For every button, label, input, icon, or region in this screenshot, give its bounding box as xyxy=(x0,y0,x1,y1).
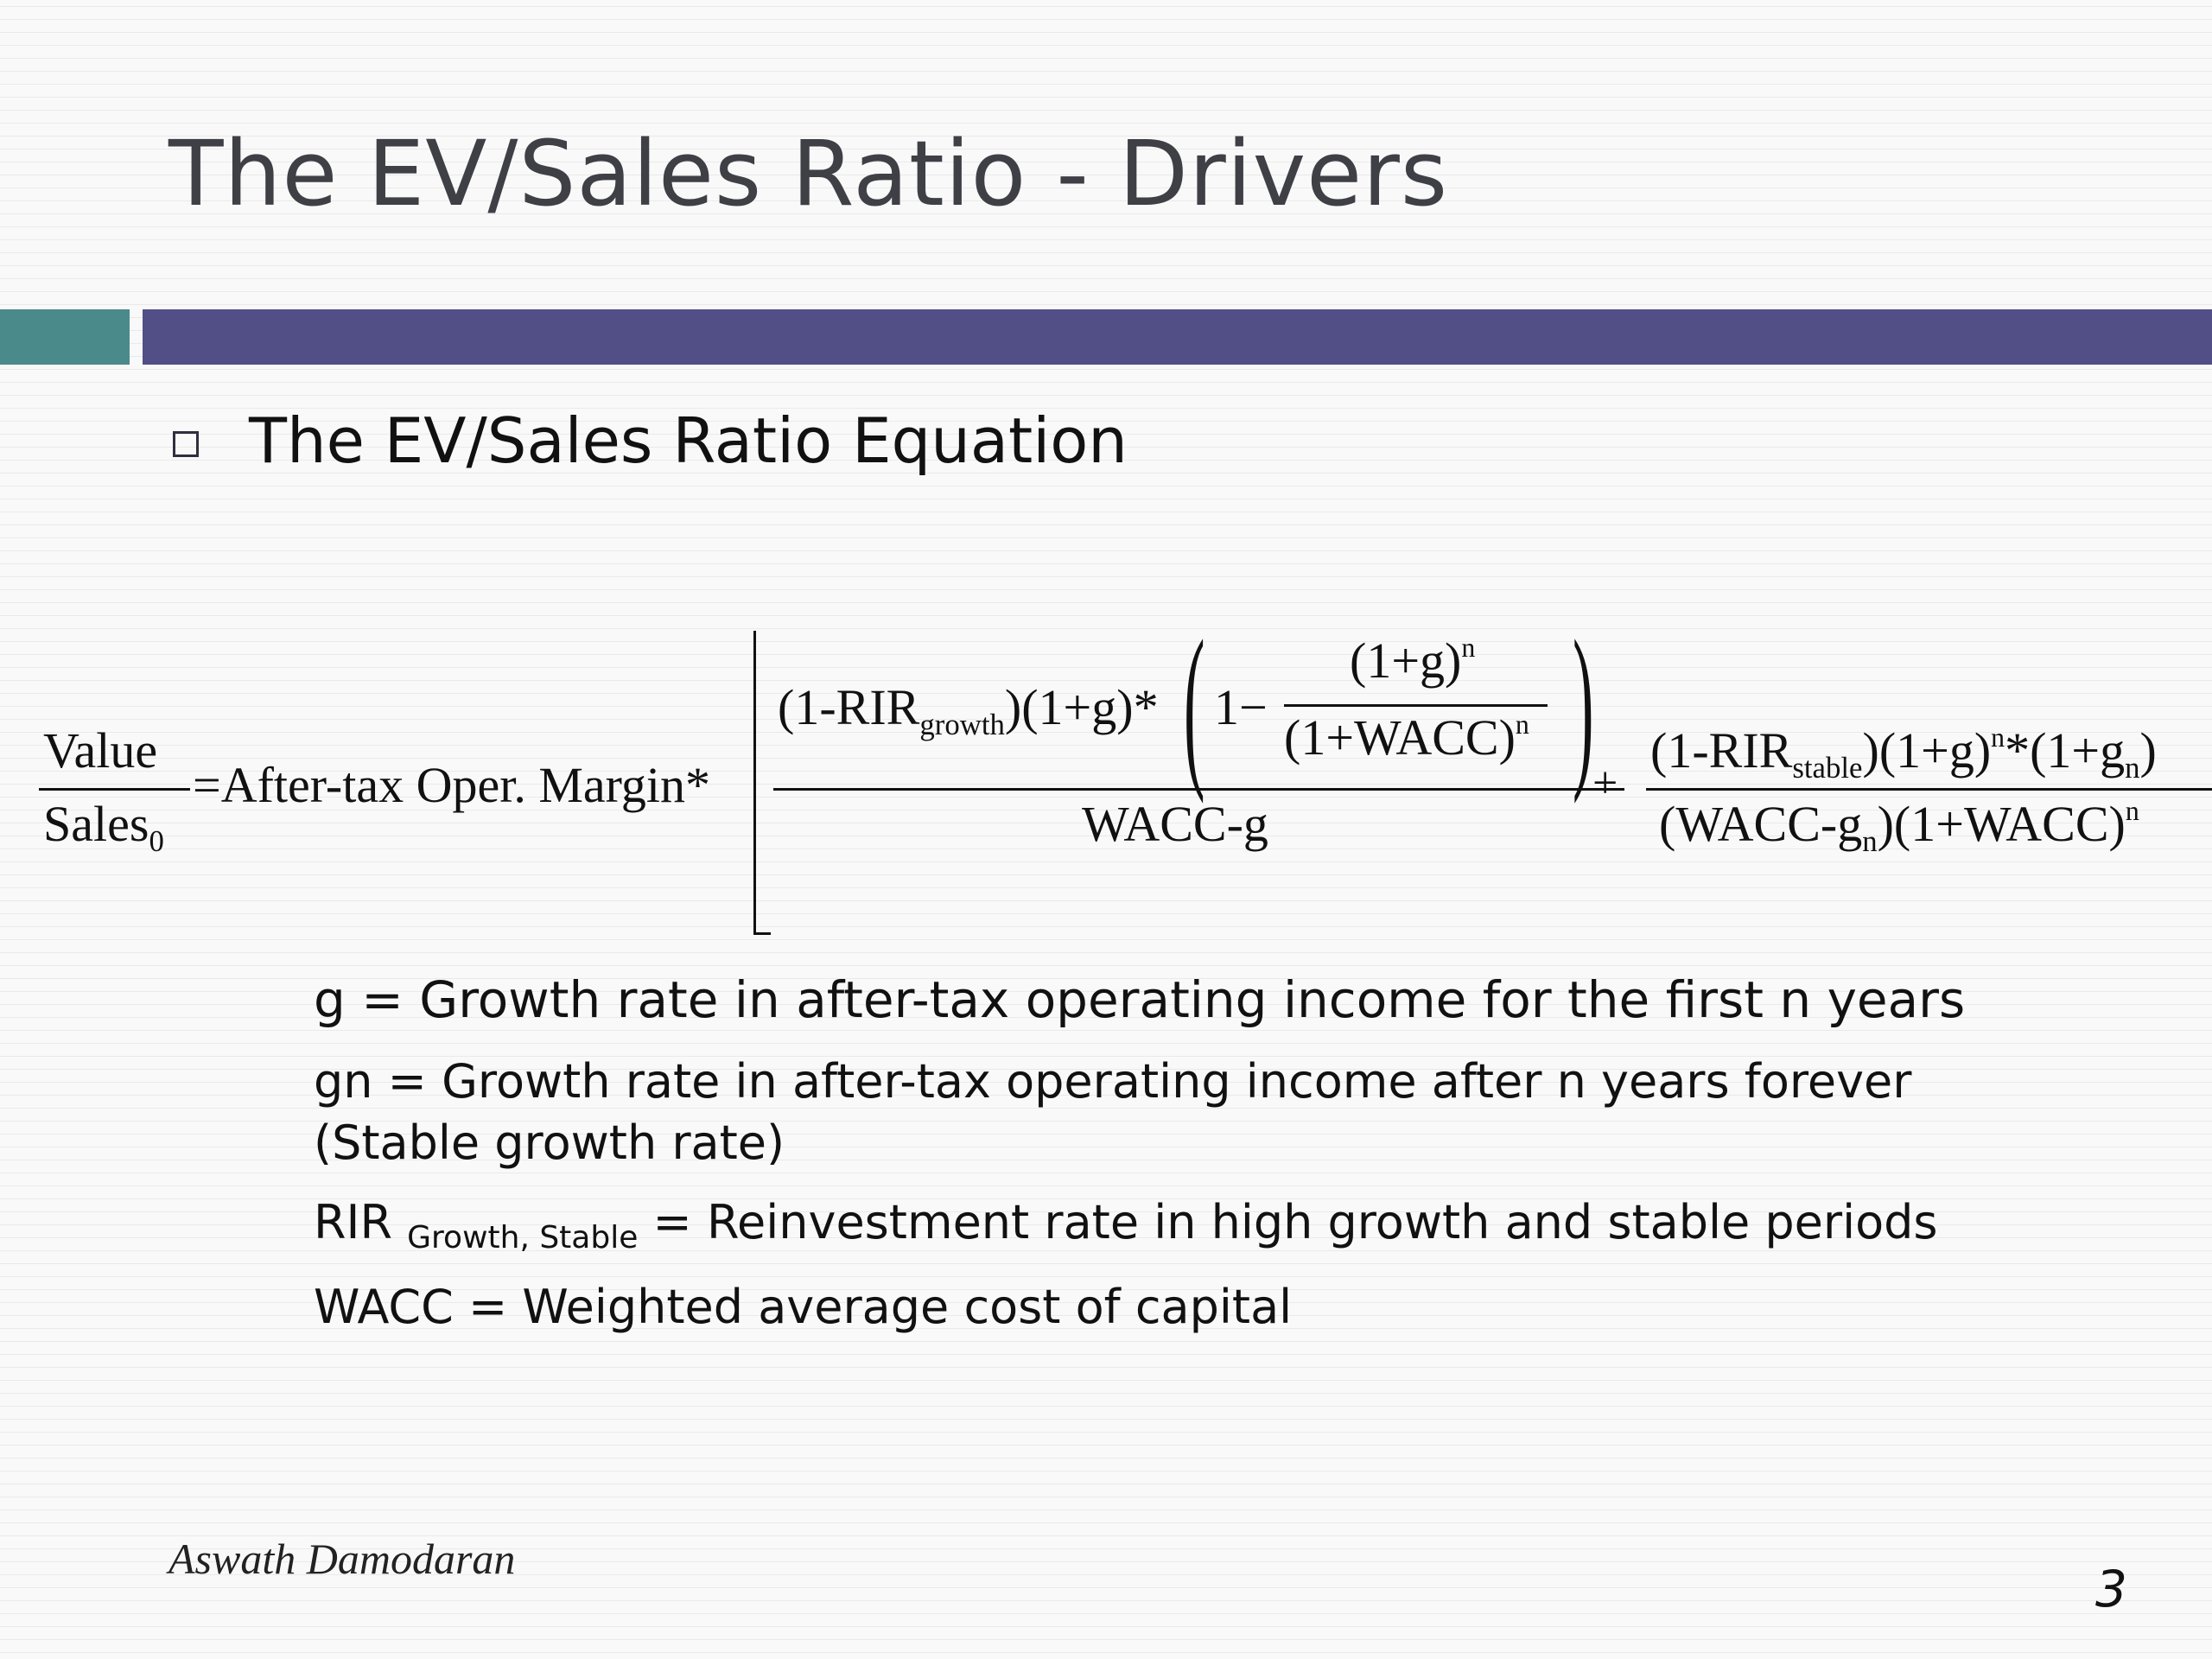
term1-fraction-bar xyxy=(773,788,1624,791)
inner-denominator-exponent: n xyxy=(1515,709,1529,741)
accent-bar-purple xyxy=(143,309,2212,365)
definition-rir: RIR Growth, Stable = Reinvestment rate i… xyxy=(314,1194,1938,1255)
big-bracket-foot xyxy=(753,932,771,935)
ev-sales-equation: Value Sales0 =After-tax Oper. Margin* (1… xyxy=(35,613,2212,938)
term2-fraction-bar xyxy=(1646,788,2212,791)
inner-right-paren: ) xyxy=(1573,604,1594,804)
plus-sign: + xyxy=(1592,759,1618,808)
variable-definitions: g = Growth rate in after-tax operating i… xyxy=(314,968,2076,1357)
accent-bar-teal xyxy=(0,309,130,365)
bullet-heading: The EV/Sales Ratio Equation xyxy=(249,404,1128,477)
slide-title: The EV/Sales Ratio - Drivers xyxy=(168,121,1449,226)
definition-gn: gn = Growth rate in after-tax operating … xyxy=(314,1054,1912,1170)
inner-numerator-exponent: n xyxy=(1461,632,1476,664)
term1-denominator: WACC-g xyxy=(1082,796,1268,852)
page-number: 3 xyxy=(2095,1560,2127,1618)
lhs-numerator: Value xyxy=(43,722,158,779)
rir-stable-subscript: stable xyxy=(1792,751,1863,785)
rir-subscript: Growth, Stable xyxy=(407,1219,639,1255)
inner-fraction-bar xyxy=(1284,704,1548,707)
term2-g-exponent: n xyxy=(1991,722,2005,753)
inner-denominator: (1+WACC)n xyxy=(1284,709,1529,766)
term2-den-gn-subscript: n xyxy=(1862,824,1878,859)
inner-numerator: (1+g)n xyxy=(1350,632,1476,689)
term2-gn-subscript: n xyxy=(2125,751,2140,785)
term1-numerator: (1-RIRgrowth)(1+g)* xyxy=(778,679,1159,742)
big-bracket-vertical xyxy=(753,631,756,935)
term2-denominator: (WACC-gn)(1+WACC)n xyxy=(1659,796,2139,859)
term2-den-exponent: n xyxy=(2125,796,2139,827)
lhs-denominator: Sales0 xyxy=(43,796,164,859)
definition-wacc: WACC = Weighted average cost of capital xyxy=(314,1280,1293,1335)
bullet-item: The EV/Sales Ratio Equation xyxy=(173,404,1128,477)
inner-left-paren: ( xyxy=(1184,604,1205,804)
square-bullet-icon xyxy=(173,431,199,457)
definition-g: g = Growth rate in after-tax operating i… xyxy=(314,970,1966,1029)
lhs-denominator-subscript: 0 xyxy=(149,824,164,859)
rir-growth-subscript: growth xyxy=(919,708,1005,742)
one-minus: 1− xyxy=(1214,679,1268,735)
term2-numerator: (1-RIRstable)(1+g)n*(1+gn) xyxy=(1650,722,2157,785)
equals-term: =After-tax Oper. Margin* xyxy=(193,757,711,813)
lhs-fraction-bar xyxy=(39,788,190,791)
author-footer: Aswath Damodaran xyxy=(168,1535,516,1583)
